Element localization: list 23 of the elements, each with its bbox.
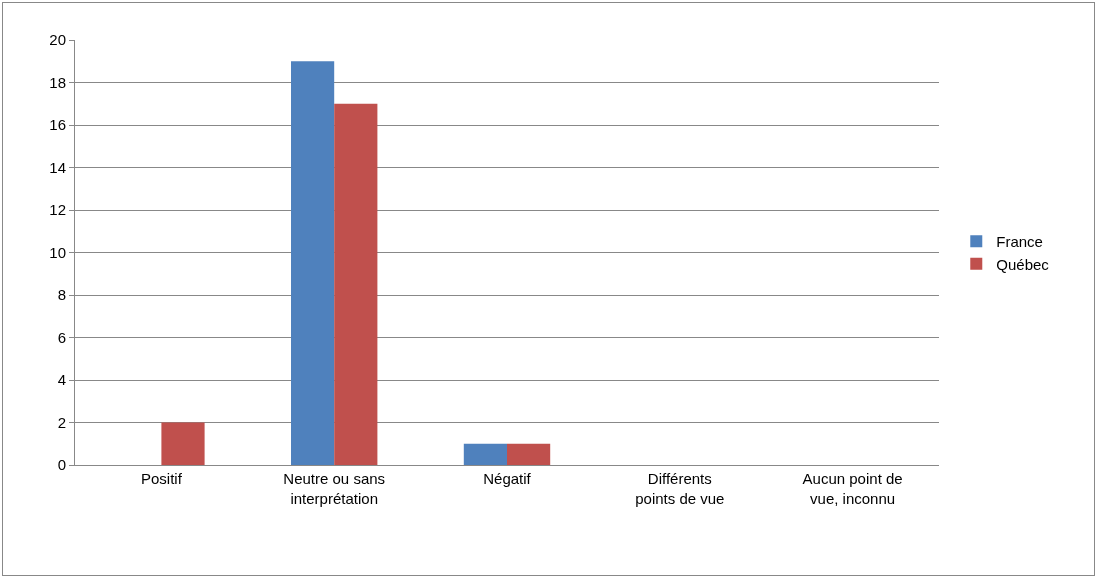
y-tick-label: 18: [49, 73, 66, 91]
x-tick-label: Positif: [140, 470, 183, 487]
y-tick-label: 10: [49, 243, 66, 261]
x-tick-label: Neutre ou sans interprétation: [283, 470, 386, 507]
bar: [507, 443, 551, 465]
bar: [161, 422, 205, 465]
y-tick-label: 2: [57, 413, 66, 431]
y-tick-label: 12: [49, 201, 66, 219]
y-tick-label: 20: [49, 31, 66, 49]
x-tick-label: Aucun point de vue, inconnu: [802, 470, 903, 507]
legend-label: France: [996, 233, 1043, 251]
x-tick-label: Négatif: [483, 470, 532, 487]
y-tick-label: 14: [49, 158, 66, 176]
y-tick-label: 4: [57, 371, 66, 389]
y-tick-label: 8: [57, 286, 66, 304]
bar: [463, 443, 507, 465]
y-tick-label: 6: [57, 328, 66, 346]
y-tick-label: 16: [49, 116, 66, 134]
bar: [291, 61, 335, 465]
bar: [334, 103, 378, 465]
x-tick-label: Différents points de vue: [635, 470, 725, 507]
legend-label: Québec: [996, 255, 1050, 273]
y-tick-label: 0: [57, 456, 66, 474]
